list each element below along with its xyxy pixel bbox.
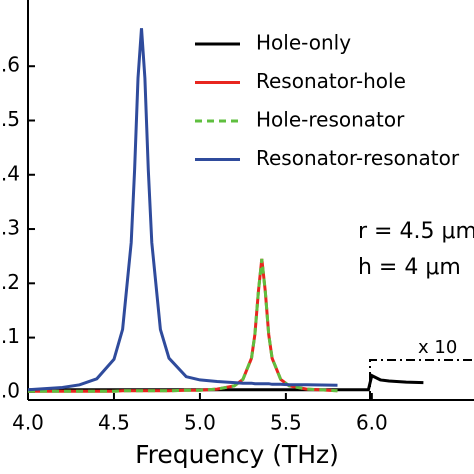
annotation: r = 4.5 μm: [358, 219, 474, 244]
y-tick-label: 0.6: [0, 53, 20, 77]
series-line: [28, 258, 338, 393]
annotation: h = 4 μm: [358, 255, 461, 280]
legend-label: Hole-only: [256, 31, 351, 55]
x-tick-label: 5.0: [184, 411, 216, 435]
x-tick-label: 5.5: [270, 411, 302, 435]
x-tick-label: 6.0: [356, 411, 388, 435]
annotation: x 10: [418, 337, 457, 358]
y-tick-label: 0.0: [0, 378, 20, 402]
y-tick-label: 0.5: [0, 107, 20, 131]
y-tick-label: 0.4: [0, 161, 20, 185]
y-tick-label: 0.1: [0, 324, 20, 348]
legend-label: Hole-resonator: [256, 108, 405, 132]
y-tick-label: 0.3: [0, 216, 20, 240]
series-line: [27, 28, 338, 392]
x-axis-label: Frequency (THz): [135, 440, 339, 469]
x-tick-label: 4.5: [98, 411, 130, 435]
legend-label: Resonator-resonator: [256, 146, 460, 170]
y-tick-label: 0.2: [0, 270, 20, 294]
legend-label: Resonator-hole: [256, 69, 406, 93]
x-tick-label: 4.0: [12, 411, 44, 435]
